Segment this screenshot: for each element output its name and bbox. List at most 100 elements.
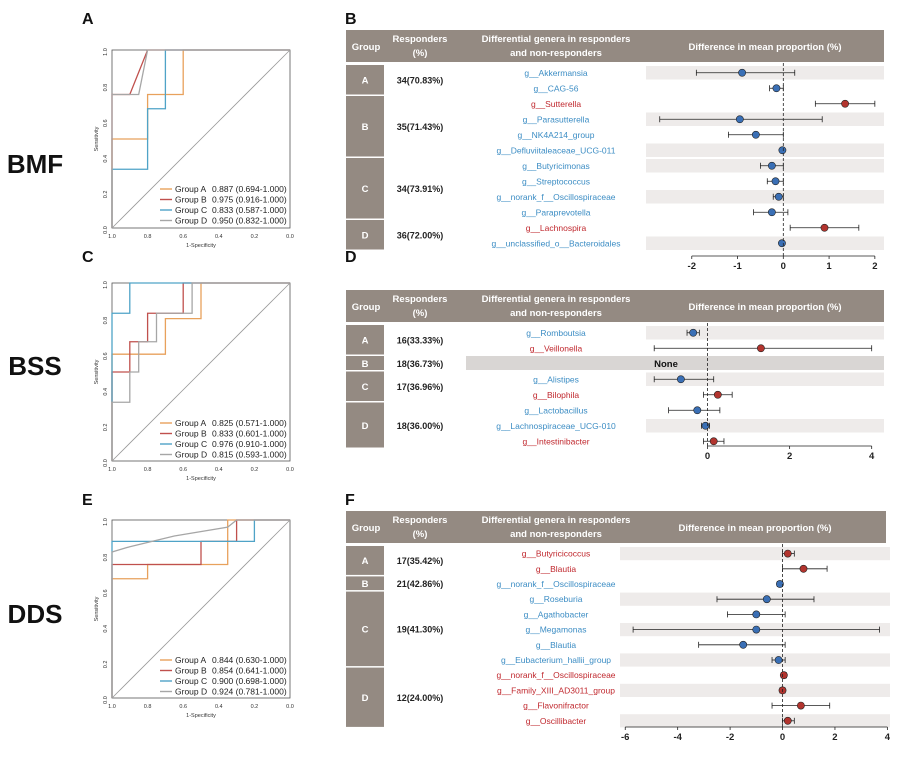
responders-value: 21(42.86%) <box>397 579 444 589</box>
legend-auc: 0.854 (0.641-1.000) <box>212 666 287 676</box>
roc-x-tick: 0.0 <box>286 704 294 710</box>
roc-curve <box>111 519 290 698</box>
responders-value: 36(72.00%) <box>397 231 444 241</box>
panel-letter: D <box>345 249 357 266</box>
roc-y-tick: 0.8 <box>103 84 109 92</box>
roc-plot: 1.0 1.0 0.8 0.8 0.6 0.6 0.4 0.4 0.2 0.2 0.0 0.0 1-Sp… <box>94 518 294 719</box>
legend-auc: 0.825 (0.571-1.000) <box>212 418 287 428</box>
header-group: Group <box>352 42 381 53</box>
section-label: BMF <box>7 149 63 179</box>
roc-reference-line <box>111 49 291 229</box>
roc-y-tick: 0.2 <box>103 191 109 199</box>
legend-auc: 0.924 (0.781-1.000) <box>212 687 287 697</box>
genus-label: g__Intestinibacter <box>522 436 589 446</box>
group-cell <box>346 325 384 355</box>
header-genera: and non-responders <box>510 48 602 59</box>
header-genera: and non-responders <box>510 308 602 319</box>
header-responders-unit: (%) <box>413 308 428 319</box>
header-difference: Difference in mean proportion (%) <box>678 523 831 534</box>
roc-y-tick: 0.0 <box>103 696 109 704</box>
group-name: B <box>362 359 369 370</box>
responders-value: 18(36.73%) <box>397 359 444 369</box>
estimate-point <box>701 421 710 430</box>
legend-auc: 0.815 (0.593-1.000) <box>212 450 287 460</box>
roc-x-label: 1-Specificity <box>186 476 216 482</box>
estimate-point <box>709 437 718 446</box>
estimate-point <box>739 640 748 649</box>
roc-y-tick: 0.8 <box>103 317 109 325</box>
legend-auc: 0.976 (0.910-1.000) <box>212 439 287 449</box>
genus-label: g__Sutterella <box>531 99 581 109</box>
estimate-point <box>756 344 765 353</box>
genus-label: g__Alistipes <box>533 374 579 384</box>
legend-group-name: Group D <box>175 687 207 697</box>
responders-value: 34(73.91%) <box>397 184 444 194</box>
estimate-point <box>767 208 776 217</box>
roc-x-tick: 0.6 <box>179 467 187 473</box>
panel-letter: A <box>82 11 94 28</box>
header-genera: Differential genera in responders <box>482 294 631 305</box>
estimate-point <box>774 192 783 201</box>
group-name: A <box>362 556 369 567</box>
estimate-point <box>762 595 771 604</box>
genus-label: g__Paraprevotella <box>522 207 591 217</box>
header-difference: Difference in mean proportion (%) <box>688 302 841 313</box>
group-cell <box>346 402 384 448</box>
genus-label: g__Lachnospiraceae_UCG-010 <box>496 421 616 431</box>
genus-label: g__norank_f__Oscillospiraceae <box>496 670 615 680</box>
x-tick-label: 2 <box>872 261 877 272</box>
x-tick-label: -2 <box>726 732 734 743</box>
group-cell <box>346 667 384 727</box>
group-cell <box>346 96 384 157</box>
legend-auc: 0.833 (0.587-1.000) <box>212 205 287 215</box>
genus-label: g__Lactobacillus <box>524 405 587 415</box>
genus-label: g__Oscillibacter <box>526 716 587 726</box>
genus-label: g__Flavonifractor <box>523 701 589 711</box>
legend-group-name: Group C <box>175 205 207 215</box>
roc-x-tick: 0.6 <box>179 704 187 710</box>
legend-auc: 0.833 (0.601-1.000) <box>212 429 287 439</box>
none-label: None <box>654 359 678 370</box>
roc-reference-line <box>111 519 291 699</box>
roc-y-tick: 0.6 <box>103 352 109 360</box>
group-name: C <box>362 382 369 393</box>
estimate-point <box>841 99 849 108</box>
section-label: DDS <box>8 599 63 629</box>
estimate-point <box>738 68 747 77</box>
genus-label: g__Defluviitaleaceae_UCG-011 <box>497 145 616 155</box>
legend-group-name: Group B <box>175 195 207 205</box>
roc-x-tick: 1.0 <box>108 467 116 473</box>
header-group: Group <box>352 523 381 534</box>
roc-x-tick: 0.2 <box>251 467 259 473</box>
row-band <box>620 653 890 667</box>
genus-label: g__Bilophila <box>533 390 580 400</box>
responders-value: 18(36.00%) <box>397 421 444 431</box>
estimate-point <box>783 549 792 558</box>
group-cell <box>346 371 384 401</box>
roc-x-tick: 0.4 <box>215 704 223 710</box>
header-responders: Responders <box>393 515 448 526</box>
responders-value: 17(35.42%) <box>397 556 444 566</box>
estimate-point <box>751 130 760 139</box>
estimate-point <box>772 84 781 93</box>
genus-label: g__Megamonas <box>526 625 587 635</box>
legend-group-name: Group A <box>175 184 207 194</box>
estimate-point <box>774 656 783 664</box>
row-band <box>646 419 884 433</box>
roc-y-tick: 0.2 <box>103 424 109 432</box>
genus-label: g__Romboutsia <box>526 328 586 338</box>
roc-x-tick: 1.0 <box>108 234 116 240</box>
group-cell <box>346 158 384 219</box>
genus-label: g__NK4A214_group <box>517 130 594 140</box>
legend-auc: 0.975 (0.916-1.000) <box>212 195 287 205</box>
roc-y-tick: 0.6 <box>103 119 109 127</box>
estimate-point <box>752 625 761 634</box>
legend-group-name: Group C <box>175 676 207 686</box>
legend-auc: 0.900 (0.698-1.000) <box>212 676 287 686</box>
genus-label: g__Butyricimonas <box>522 161 590 171</box>
legend-group-name: Group A <box>175 418 207 428</box>
group-cell <box>346 65 384 95</box>
roc-y-tick: 0.6 <box>103 589 109 597</box>
genus-label: g__Blautia <box>536 640 576 650</box>
